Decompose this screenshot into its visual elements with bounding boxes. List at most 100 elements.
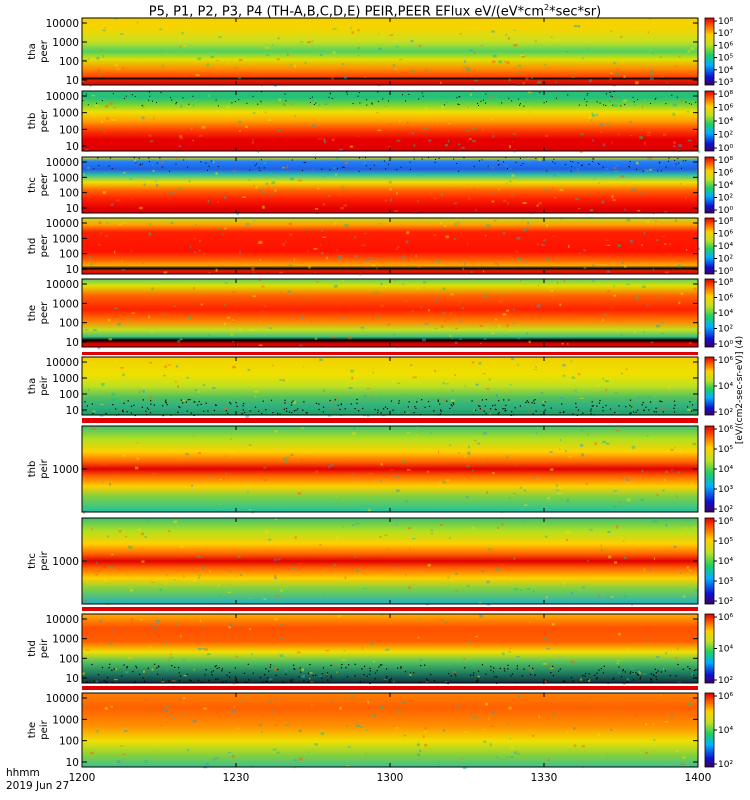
ylabel-probe: thd xyxy=(27,238,38,255)
panel-thd-peir: 10000 1000 100 10 thd peir 10⁶ 10⁴ 10² xyxy=(27,613,733,686)
spectrogram-thd-peir xyxy=(82,614,698,683)
colorbar-tick-label: 10⁶ xyxy=(718,230,733,240)
noise-thb-peer xyxy=(82,91,697,107)
spectrogram-tha-peir xyxy=(82,357,698,415)
ylabel-probe: thb xyxy=(27,461,38,478)
colorbar-tick-label: 10⁶ xyxy=(718,104,733,114)
ylabel-product: peir xyxy=(39,550,50,570)
ylabel-probe: tha xyxy=(27,43,38,59)
speckle-tha-peir xyxy=(88,357,694,418)
colorbar-tick-label: 10² xyxy=(718,408,733,418)
colorbar-tick-label: 10⁴ xyxy=(718,382,733,392)
ylabel-product: peir xyxy=(39,638,50,658)
colorbar-tha-peir xyxy=(704,356,715,416)
ytick-label: 1000 xyxy=(52,108,79,120)
ytick-label: 100 xyxy=(59,389,79,401)
ytick-label: 10 xyxy=(66,75,79,87)
colorbar-tick-label: 10² xyxy=(718,131,733,141)
ytick-label: 10000 xyxy=(46,218,79,230)
colorbar-thb-peer xyxy=(704,90,715,152)
ytick-label: 1000 xyxy=(52,373,79,385)
panel-thb-peir: 1000 thb peir 10⁶ 10⁵ 10⁴ 10³ 10² xyxy=(27,425,733,515)
ytick-label: 10000 xyxy=(46,18,79,30)
panel-thb-peer: 10000 1000 100 10 thb peer 10⁸ 10⁶ 10⁴ 10² 10⁰ xyxy=(27,90,733,154)
ylabel-probe: tha xyxy=(27,378,38,394)
ytick-label: 100 xyxy=(59,736,79,748)
speckle-the-peer xyxy=(82,279,701,350)
colorbar-tick-label: 10⁰ xyxy=(718,267,733,277)
xtick-label: 1200 xyxy=(69,772,96,784)
panel-gap-strip xyxy=(82,418,698,423)
ytick-label: 100 xyxy=(59,124,79,136)
ylabel-product: peer xyxy=(39,301,50,325)
colorbar-tick-label: 10⁸ xyxy=(718,217,733,227)
colorbar-tick-label: 10⁶ xyxy=(718,294,733,304)
spectrogram-thc-peer xyxy=(82,157,698,213)
colorbar-tha-peer xyxy=(704,17,715,86)
colorbar-tick-label: 10⁴ xyxy=(718,465,733,475)
colorbar-tick-label: 10³ xyxy=(718,78,733,88)
ytick-label: 10 xyxy=(66,337,79,349)
panel-thc-peir: 1000 thc peir 10⁶ 10⁵ 10⁴ 10³ 10² xyxy=(27,517,733,607)
xtick-label: 1400 xyxy=(685,772,712,784)
colorbar-tick-label: 10⁴ xyxy=(718,66,733,76)
colorbar-tick-label: 10⁵ xyxy=(718,445,733,455)
xtick-label: 1330 xyxy=(531,772,558,784)
colorbar-tick-label: 10⁶ xyxy=(718,613,733,623)
colorbar-tick-label: 10⁶ xyxy=(718,425,733,435)
colorbar-tick-label: 10⁴ xyxy=(718,242,733,252)
spectrogram-thb-peir xyxy=(82,426,698,512)
ytick-label: 10000 xyxy=(46,157,79,169)
ytick-label: 1000 xyxy=(52,634,79,646)
panel-the-peir: 10000 1000 100 10 the peir 10⁶ 10⁴ 10² xyxy=(27,692,733,770)
panel-the-peer: 10000 1000 100 10 the peer 10⁸ 10⁶ 10⁴ 10² 10⁰ xyxy=(27,278,733,350)
colorbar-tick-label: 10⁰ xyxy=(718,144,733,154)
colorbar-tick-label: 10⁰ xyxy=(718,206,733,216)
ytick-label: 1000 xyxy=(52,556,79,568)
colorbar-tick-label: 10⁶ xyxy=(718,517,733,527)
colorbar-tick-label: 10⁸ xyxy=(718,156,733,166)
ylabel-probe: the xyxy=(27,722,38,738)
ylabel-product: peir xyxy=(39,719,50,739)
colorbar-tick-label: 10⁶ xyxy=(718,692,733,702)
panel-tha-peer: 10000 1000 100 10 tha peer 10⁸ 10⁷ 10⁶ 10⁵ 10⁴ 10³ xyxy=(27,17,733,88)
spectrogram-thb-peer xyxy=(82,91,698,151)
ytick-label: 100 xyxy=(59,56,79,68)
ytick-label: 100 xyxy=(59,249,79,261)
colorbar-tick-label: 10⁷ xyxy=(718,29,733,39)
ytick-label: 1000 xyxy=(52,298,79,310)
colorbar-label: [eV/(cm2-sec-sr-eV)] (4) xyxy=(735,336,745,444)
ytick-label: 10 xyxy=(66,203,79,215)
ytick-label: 1000 xyxy=(52,172,79,184)
speckle-tha-peer xyxy=(82,18,695,87)
ylabel-probe: thd xyxy=(27,640,38,657)
panel-gap-strip xyxy=(82,352,698,355)
ytick-label: 10 xyxy=(66,141,79,153)
ytick-label: 1000 xyxy=(52,714,79,726)
ytick-label: 10 xyxy=(66,757,79,769)
ylabel-probe: the xyxy=(27,305,38,321)
spectrogram-tha-peer xyxy=(82,18,698,85)
speckle-the-peir xyxy=(83,693,692,770)
colorbar-tick-label: 10⁶ xyxy=(718,169,733,179)
colorbar-tick-label: 10² xyxy=(718,760,733,770)
colorbar-tick-label: 10⁶ xyxy=(718,41,733,51)
colorbar-tick-label: 10⁵ xyxy=(718,537,733,547)
ytick-label: 10 xyxy=(66,264,79,276)
colorbar-thb-peir xyxy=(704,425,715,513)
colorbar-tick-label: 10⁴ xyxy=(718,181,733,191)
ytick-label: 10000 xyxy=(46,91,79,103)
ytick-label: 10 xyxy=(66,405,79,417)
panel-gap-strip xyxy=(82,686,698,690)
colorbar-thd-peir xyxy=(704,613,715,684)
colorbar-tick-label: 10⁴ xyxy=(718,726,733,736)
ytick-label: 1000 xyxy=(52,464,79,476)
panel-tha-peir: 10000 1000 100 10 tha peir 10⁶ 10⁴ 10² xyxy=(27,356,733,418)
colorbar-tick-label: 10⁶ xyxy=(718,356,733,366)
colorbar-the-peir xyxy=(704,692,715,768)
colorbar-tick-label: 10² xyxy=(718,597,733,607)
colorbar-thc-peir xyxy=(704,517,715,605)
ytick-label: 10000 xyxy=(46,279,79,291)
colorbar-tick-label: 10⁰ xyxy=(718,340,733,350)
ylabel-product: peer xyxy=(39,173,50,197)
